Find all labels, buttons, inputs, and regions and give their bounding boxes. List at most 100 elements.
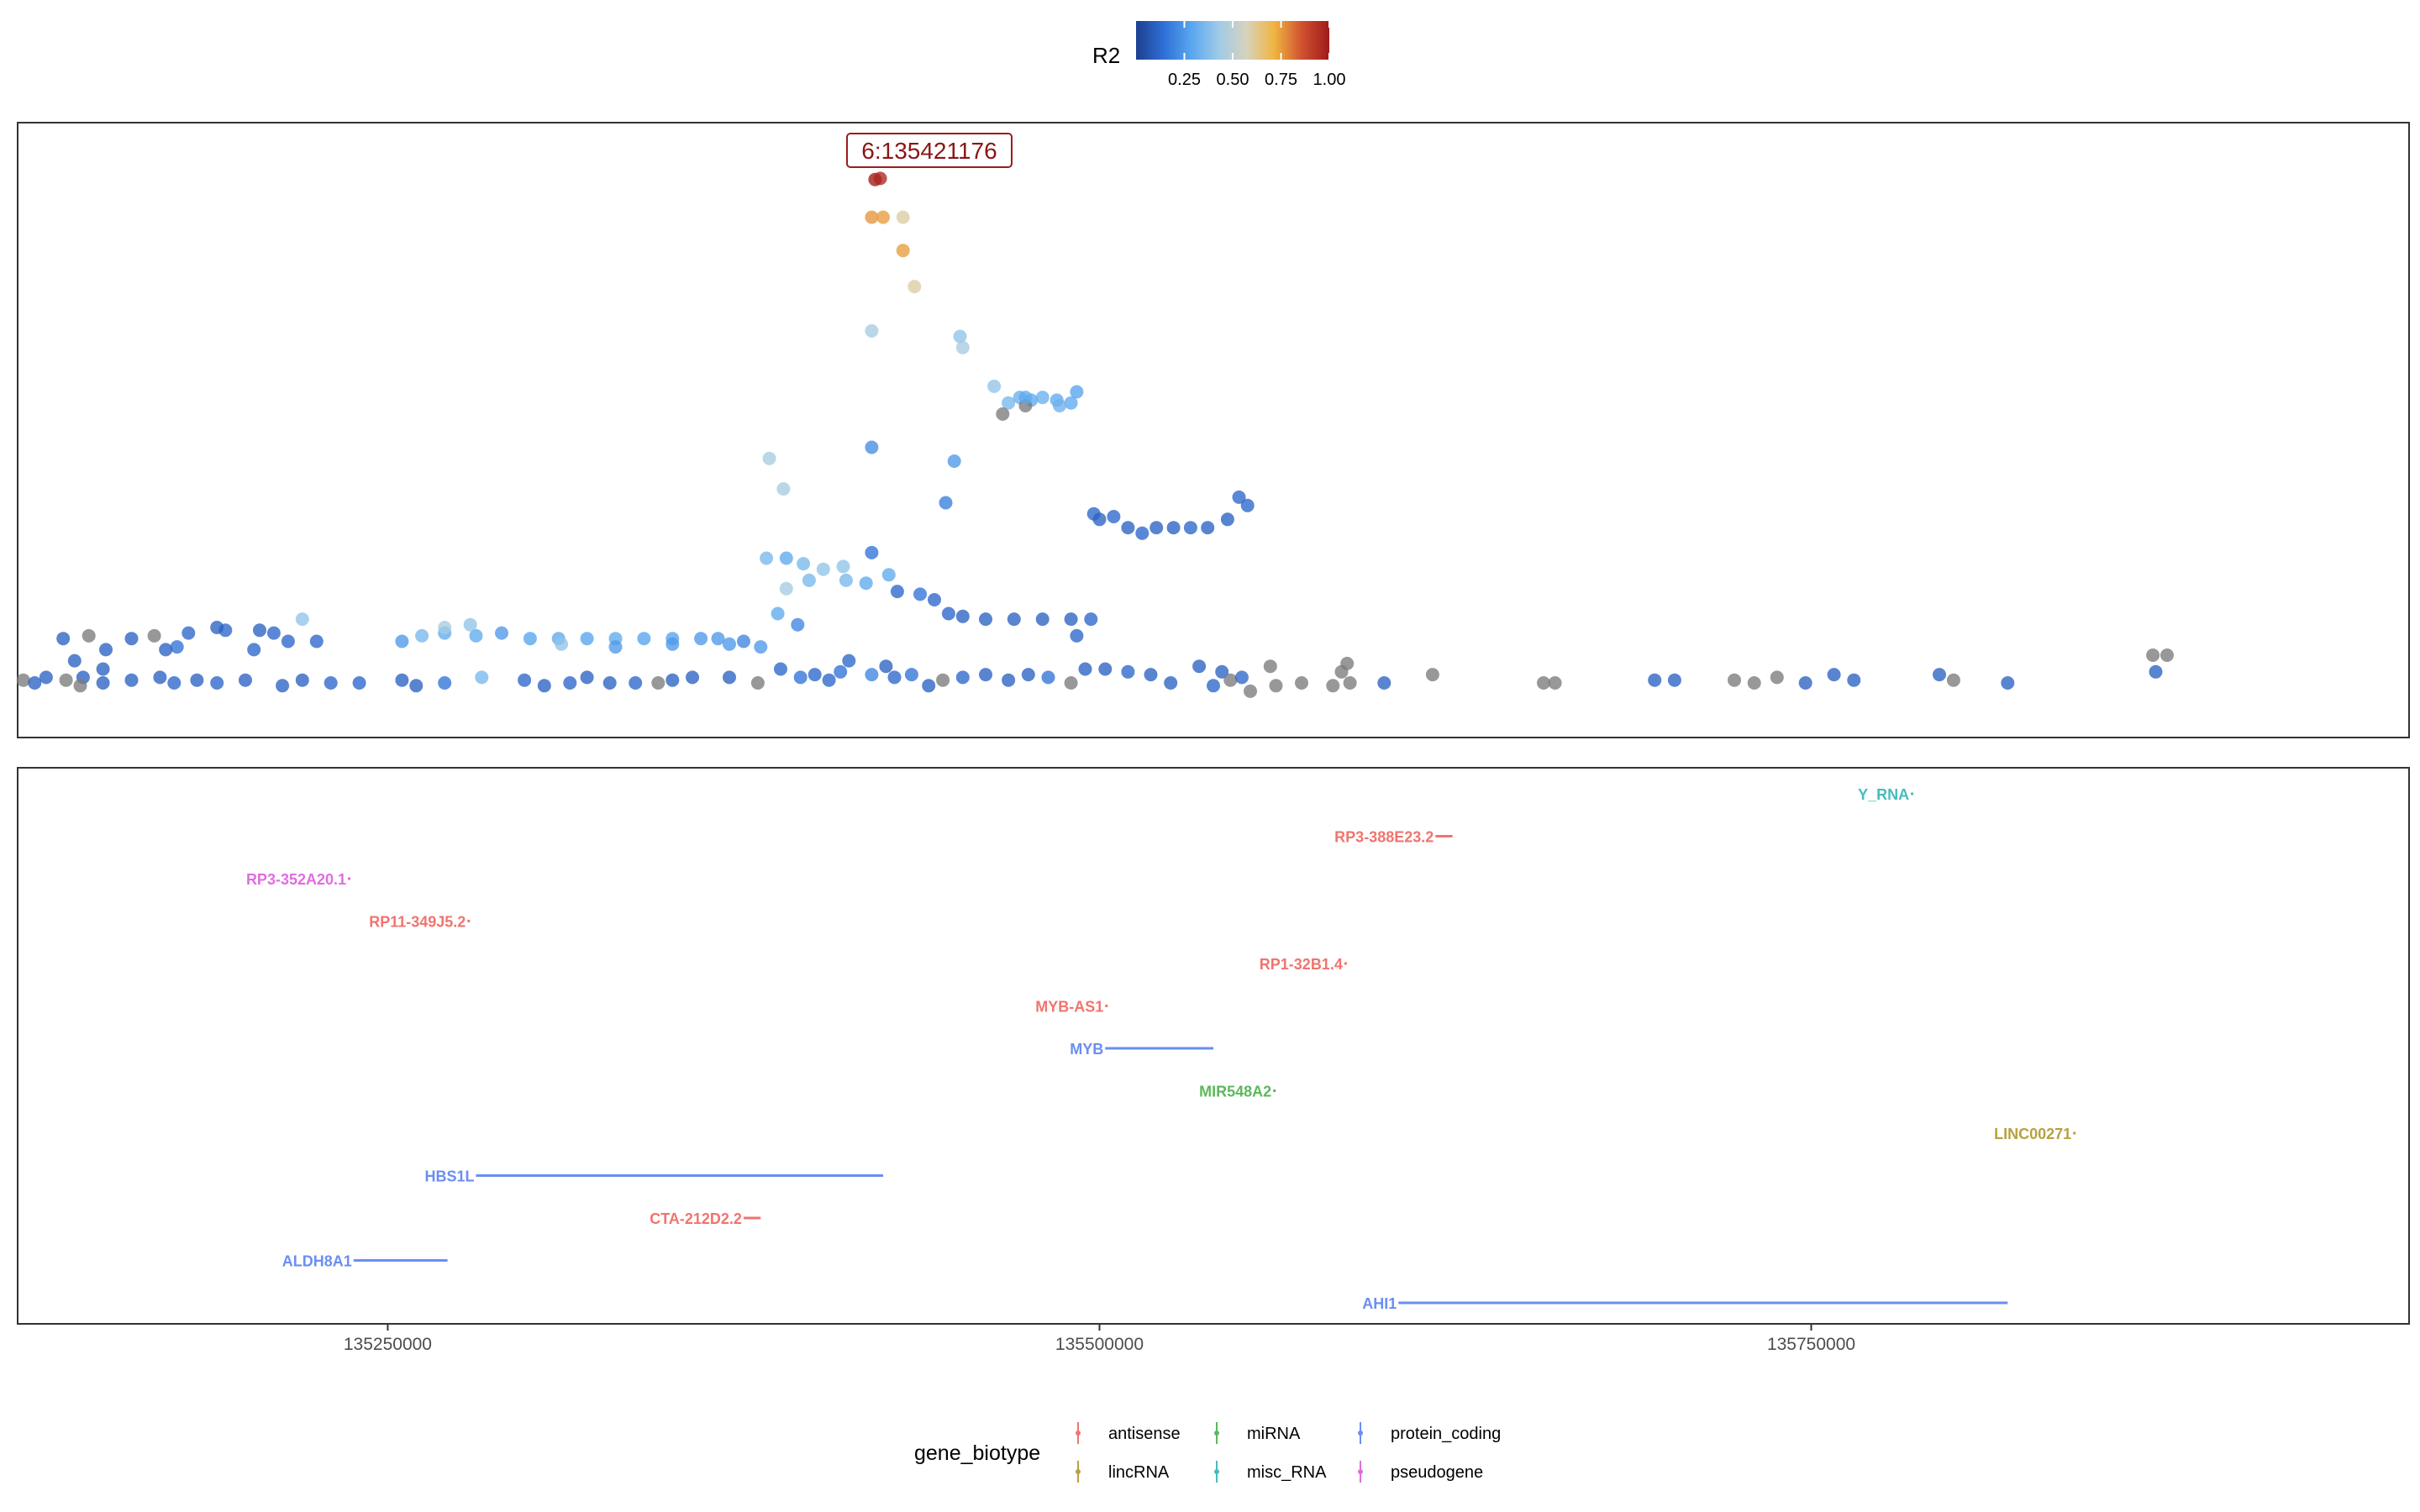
snp-point bbox=[1648, 673, 1662, 687]
snp-point bbox=[651, 676, 666, 690]
snp-point bbox=[1035, 612, 1050, 627]
snp-point bbox=[1018, 391, 1033, 405]
snp-point bbox=[1215, 664, 1229, 679]
snp-point bbox=[1166, 521, 1181, 535]
gene-label: MIR548A2 bbox=[1199, 1084, 1271, 1100]
legend-label: misc_RNA bbox=[1247, 1463, 1327, 1482]
r2-colorbar: R2 0.25 0.50 0.75 1.00 bbox=[1092, 21, 1345, 89]
association-panel bbox=[17, 122, 2410, 738]
snp-point bbox=[637, 632, 651, 646]
snp-point bbox=[1192, 659, 1207, 674]
snp-point bbox=[955, 670, 970, 685]
snp-point bbox=[253, 623, 266, 638]
gene-label: HBS1L bbox=[424, 1168, 474, 1185]
snp-point bbox=[475, 670, 489, 685]
snp-point bbox=[2001, 676, 2015, 690]
snp-point bbox=[1770, 670, 1784, 685]
gene-label: LINC00271 bbox=[1994, 1126, 2071, 1142]
snp-point bbox=[791, 617, 805, 632]
snp-point bbox=[247, 643, 261, 657]
legend-label: protein_coding bbox=[1391, 1425, 1501, 1443]
legend-key-dot bbox=[1076, 1431, 1081, 1436]
snp-point bbox=[1798, 676, 1812, 690]
snp-point bbox=[666, 637, 680, 651]
gene-label: RP3-388E23.2 bbox=[1334, 829, 1434, 846]
snp-point bbox=[602, 676, 617, 690]
snp-point bbox=[523, 632, 537, 646]
snp-point bbox=[890, 585, 904, 599]
snp-point bbox=[1548, 676, 1562, 690]
snp-point bbox=[182, 626, 196, 640]
snp-point bbox=[73, 679, 87, 693]
snp-point bbox=[295, 673, 309, 687]
snp-point bbox=[438, 676, 452, 690]
snp-point bbox=[1220, 512, 1234, 527]
snp-point bbox=[1064, 396, 1078, 410]
snp-point bbox=[754, 640, 768, 654]
snp-point bbox=[276, 679, 290, 693]
gene-label: AHI1 bbox=[1362, 1295, 1397, 1312]
snp-point bbox=[776, 482, 791, 496]
snp-point bbox=[1269, 679, 1283, 693]
legend-key-dot bbox=[1214, 1469, 1219, 1474]
snp-point bbox=[1121, 521, 1135, 535]
snp-point bbox=[438, 621, 452, 634]
x-axis: 135250000 135500000 135750000 bbox=[344, 1324, 1855, 1354]
snp-point bbox=[1002, 673, 1016, 687]
gene-track: Y_RNA RP3-388E23.2 RP3-352A20.1 RP11-349J5.… bbox=[246, 786, 2076, 1312]
snp-point bbox=[99, 643, 113, 657]
snp-point bbox=[39, 670, 53, 685]
gene-panel bbox=[17, 767, 2410, 1325]
colorbar-tick-label: 0.50 bbox=[1217, 71, 1249, 89]
snp-point bbox=[1084, 612, 1098, 627]
snp-point bbox=[953, 329, 967, 344]
snp-point bbox=[82, 628, 96, 643]
snp-point bbox=[1002, 396, 1016, 410]
snp-point bbox=[1064, 676, 1078, 690]
snp-point bbox=[876, 210, 890, 224]
snp-point bbox=[1121, 664, 1135, 679]
snp-point bbox=[1064, 612, 1078, 627]
snp-point bbox=[1343, 676, 1357, 690]
snp-point bbox=[1053, 399, 1066, 412]
snp-point bbox=[1425, 668, 1439, 682]
snp-point bbox=[352, 676, 366, 690]
snp-point bbox=[1070, 628, 1084, 643]
snp-point bbox=[928, 593, 941, 606]
snp-point bbox=[96, 662, 110, 676]
association-points bbox=[16, 171, 2174, 698]
snp-point bbox=[797, 557, 811, 571]
x-tick-label: 135500000 bbox=[1055, 1335, 1144, 1354]
snp-point bbox=[580, 632, 594, 646]
snp-point bbox=[495, 626, 508, 640]
snp-point bbox=[1667, 673, 1681, 687]
lead-label-text: 6:135421176 bbox=[861, 138, 997, 164]
legend-key-dot bbox=[1358, 1469, 1363, 1474]
snp-point bbox=[723, 637, 736, 651]
biotype-legend: gene_biotype antisense lincRNA miRNA misc_R… bbox=[914, 1422, 1501, 1483]
snp-point bbox=[239, 673, 252, 687]
colorbar-title: R2 bbox=[1092, 43, 1120, 68]
snp-point bbox=[1092, 512, 1107, 527]
snp-point bbox=[518, 673, 532, 687]
legend-label: miRNA bbox=[1247, 1425, 1301, 1443]
snp-point bbox=[865, 210, 879, 224]
snp-point bbox=[537, 679, 551, 693]
legend-label: lincRNA bbox=[1108, 1463, 1170, 1482]
snp-point bbox=[1223, 673, 1238, 687]
snp-point bbox=[1326, 679, 1340, 693]
snp-point bbox=[936, 673, 950, 687]
snp-point bbox=[996, 407, 1010, 421]
legend-items: antisense lincRNA miRNA misc_RNA protein_cod… bbox=[1076, 1422, 1501, 1483]
snp-point bbox=[771, 606, 785, 621]
snp-point bbox=[1135, 526, 1150, 540]
snp-point bbox=[463, 617, 477, 632]
snp-point bbox=[881, 568, 896, 582]
legend-key-dot bbox=[1076, 1469, 1081, 1474]
legend-label: pseudogene bbox=[1391, 1463, 1483, 1482]
snp-point bbox=[96, 676, 110, 690]
snp-point bbox=[281, 634, 295, 648]
snp-point bbox=[309, 634, 324, 648]
snp-point bbox=[1107, 510, 1121, 523]
snp-point bbox=[1263, 659, 1277, 674]
